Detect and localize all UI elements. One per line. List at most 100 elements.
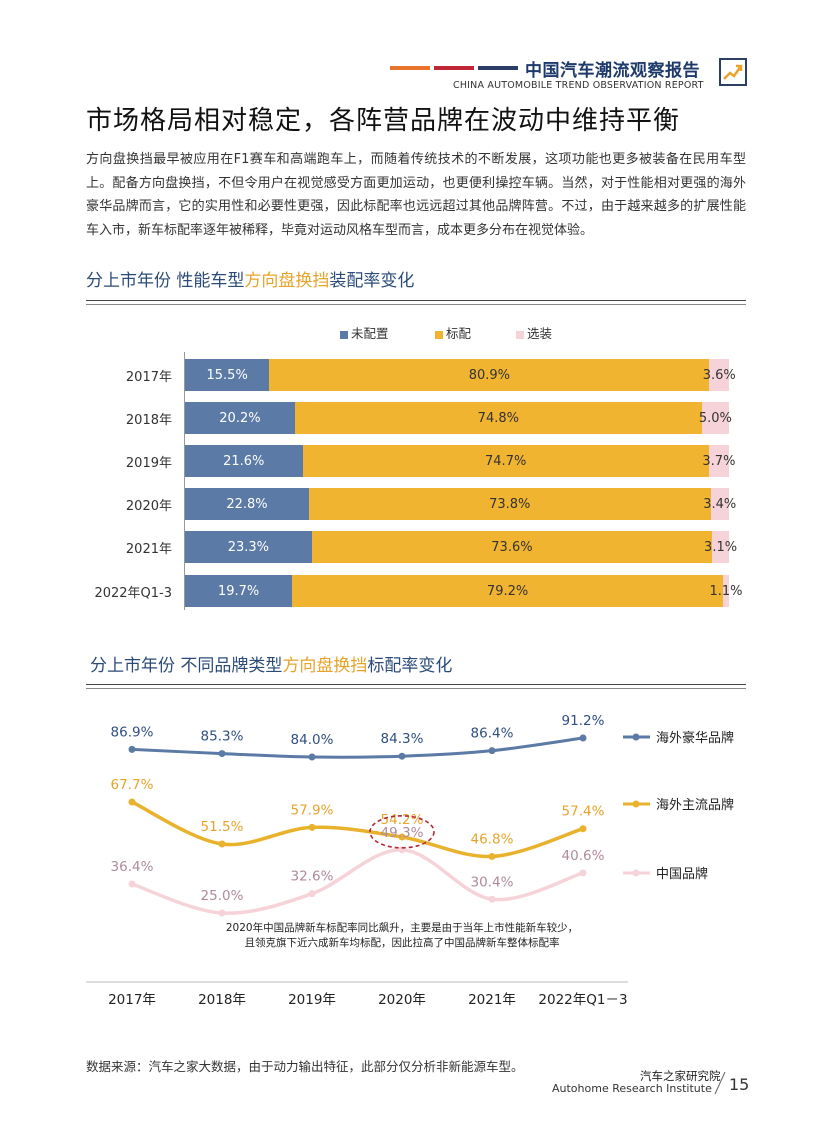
data-point [488,747,496,755]
org-name-en: Autohome Research Institute [552,1082,712,1095]
section-title-suffix: 装配率变化 [329,271,415,291]
bar-legend-item: 未配置 [340,323,389,342]
data-label: 57.4% [562,804,605,820]
data-point [218,840,226,848]
legend-swatch [340,330,348,339]
bar-segment: 74.7% [302,445,709,477]
bar-segment: 74.8% [294,402,702,434]
intro-paragraph: 方向盘换挡最早被应用在F1赛车和高端跑车上，而随着传统技术的不断发展，这项功能也… [86,152,746,238]
bar-category-label: 2018年 [125,413,172,428]
section-title-prefix: 分上市年份 不同品牌类型 [90,656,283,676]
data-label: 57.9% [291,802,334,818]
legend-label: 海外主流品牌 [656,797,734,813]
data-label: 36.4% [111,859,154,875]
bar-value-label: 22.8% [226,496,268,512]
data-point [488,852,496,860]
annotation-text: 2020年中国品牌新车标配率同比飙升，主要是由于当年上市性能新车较少， [226,921,578,934]
section-divider [86,688,746,689]
bar-segment: 19.7% [185,575,293,607]
data-label: 30.4% [471,874,514,890]
data-point [128,745,136,753]
bar-value-label: 20.2% [219,410,261,426]
bar-value-label: 21.6% [223,453,265,469]
bar-segment: 1.1% [709,575,743,607]
data-label: 67.7% [111,777,154,793]
bar-legend-item: 标配 [435,323,471,342]
data-label: 85.3% [201,729,244,745]
page-number: 15 [729,1075,750,1094]
legend-label: 中国品牌 [656,866,708,882]
data-label: 84.3% [381,731,424,747]
data-source-note: 数据来源：汽车之家大数据，由于动力输出特征，此部分仅分析非新能源车型。 [86,1059,524,1074]
section-title-prefix: 分上市年份 性能车型 [86,271,245,291]
bar-value-label: 3.4% [703,496,737,512]
series-line [131,800,584,859]
org-name-cn: 汽车之家研究院 [640,1069,721,1083]
x-tick-label: 2021年 [468,992,516,1008]
report-subtitle: CHINA AUTOMOBILE TREND OBSERVATION REPOR… [453,80,704,91]
bar-value-label: 73.8% [489,496,531,512]
data-point [218,909,226,917]
page-slash-icon [714,1071,726,1095]
data-label: 40.6% [562,848,605,864]
bar-segment: 20.2% [185,402,295,434]
header-bar-red [434,66,474,70]
legend-marker [632,733,640,741]
legend-label: 选装 [527,326,553,341]
bar-category-label: 2019年 [125,456,172,471]
bar-category-label: 2021年 [125,542,172,557]
bar-value-label: 79.2% [486,583,529,599]
legend-label: 海外豪华品牌 [656,730,734,746]
bar-category-label: 2022年Q1-3 [94,586,172,601]
bar-value-label: 3.7% [702,453,736,469]
legend-swatch [435,330,443,339]
line-chart: 86.9% 85.3% 84.0% 84.3% 86.4% 91.2% 海外豪华品牌 67.7… [86,713,734,1008]
data-point [398,752,406,760]
bar-row: 23.3% 73.6% 3.1% [185,531,737,563]
data-label: 86.4% [471,726,514,742]
x-tick-label: 2019年 [288,992,336,1008]
section-divider [86,684,746,685]
bar-segment: 3.4% [703,488,736,520]
bar-row: 19.7% 79.2% 1.1% [185,575,743,607]
bar-value-label: 15.5% [206,367,248,383]
bar-row: 15.5% 80.9% 3.6% [185,359,736,391]
bar-value-label: 3.1% [704,539,738,555]
bar-segment: 3.1% [704,531,737,563]
legend-swatch [516,330,524,339]
bar-segment: 15.5% [185,359,270,391]
bar-segment: 3.7% [702,445,735,477]
header-bar-orange [390,66,430,70]
legend-marker [632,869,640,877]
bar-value-label: 1.1% [709,583,743,599]
annotation-text: 且领克旗下近六成新车均标配，因此拉高了中国品牌新车整体标配率 [245,936,560,949]
data-label: 25.0% [201,888,244,904]
section-title-standard-rate: 分上市年份 不同品牌类型方向盘换挡标配率变化 [90,651,452,676]
bar-value-label: 5.0% [698,410,732,426]
bar-row: 20.2% 74.8% 5.0% [185,402,732,434]
section-title-assembly-rate: 分上市年份 性能车型方向盘换挡装配率变化 [86,266,414,291]
bar-segment: 21.6% [185,445,303,477]
section-title-suffix: 标配率变化 [367,656,453,676]
highlight-circle [369,815,435,849]
section-divider [86,304,746,305]
trend-logo-icon [719,58,747,86]
bar-value-label: 74.7% [485,453,527,469]
bar-category-label: 2020年 [125,499,172,514]
data-point [308,890,316,898]
bar-segment: 3.6% [703,359,736,391]
legend-label: 未配置 [351,326,389,341]
data-label: 86.9% [111,724,154,740]
data-point [488,895,496,903]
bar-axis-line [184,352,185,610]
stacked-bar-chart: 未配置 标配 选装 2017年 15.5% 80.9% 3.6% 2018年 20.2% 74.8… [94,323,743,610]
data-point [308,753,316,761]
series-line [131,848,584,915]
data-label: 51.5% [201,819,244,835]
data-point [398,833,406,841]
data-label: 32.6% [291,869,334,885]
report-title: 中国汽车潮流观察报告 [525,61,700,81]
bar-row: 22.8% 73.8% 3.4% [185,488,736,520]
data-point [579,734,587,742]
legend-marker [632,800,640,808]
